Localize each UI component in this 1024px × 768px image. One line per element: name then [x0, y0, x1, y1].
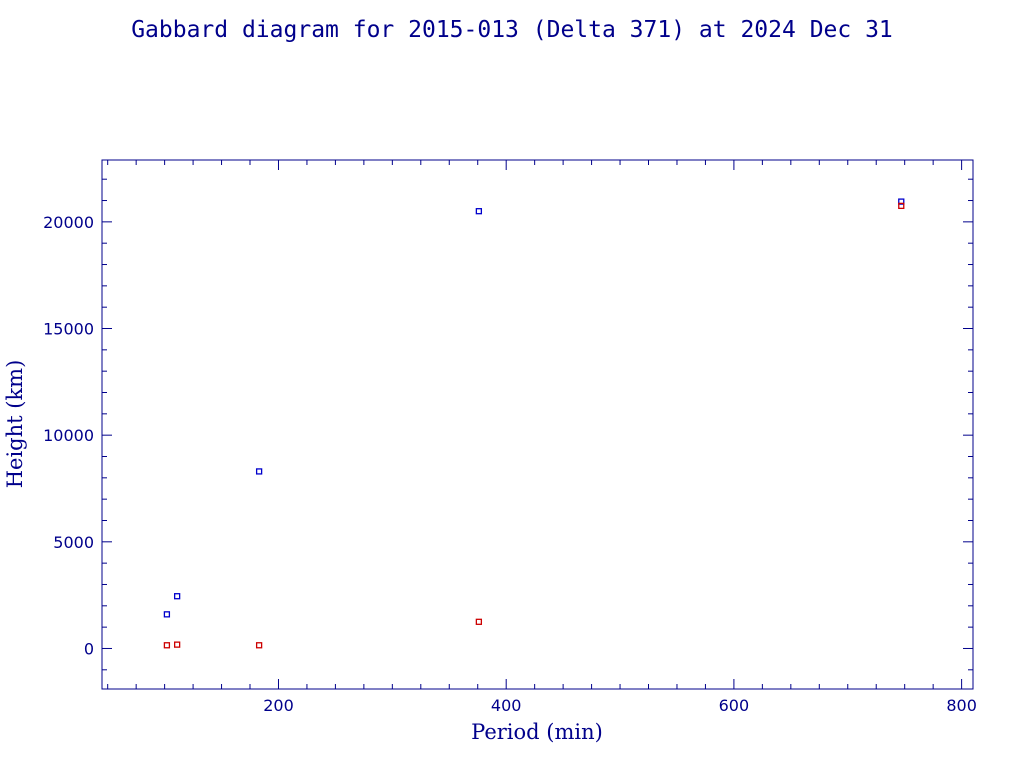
y-tick-label: 10000: [43, 426, 94, 445]
x-tick-label: 200: [263, 696, 294, 715]
perigee-point: [255, 642, 263, 649]
apogee-point: [255, 468, 263, 475]
x-tick-label: 600: [719, 696, 750, 715]
perigee-point: [173, 641, 181, 648]
y-tick-label: 5000: [53, 533, 94, 552]
x-tick-label: 800: [946, 696, 977, 715]
data-points: [163, 198, 905, 649]
x-tick-labels: 200 400 600 800: [263, 696, 977, 715]
chart-title: Gabbard diagram for 2015-013 (Delta 371)…: [131, 17, 893, 43]
perigee-point: [163, 642, 171, 649]
y-tick-label: 15000: [43, 320, 94, 339]
y-tick-label: 0: [84, 639, 94, 658]
apogee-point: [173, 593, 181, 600]
x-axis-label: Period (min): [471, 720, 603, 744]
perigee-point: [475, 618, 483, 625]
y-axis-label: Height (km): [3, 360, 27, 489]
y-tick-labels: 0 5000 10000 15000 20000: [43, 213, 94, 659]
plot-frame: [101, 159, 974, 690]
y-tick-label: 20000: [43, 213, 94, 232]
x-tick-label: 400: [491, 696, 522, 715]
apogee-point: [475, 208, 483, 215]
apogee-point: [163, 611, 171, 618]
axis-ticks: [102, 160, 973, 689]
perigee-point: [898, 202, 905, 210]
apogee-point: [898, 198, 905, 205]
